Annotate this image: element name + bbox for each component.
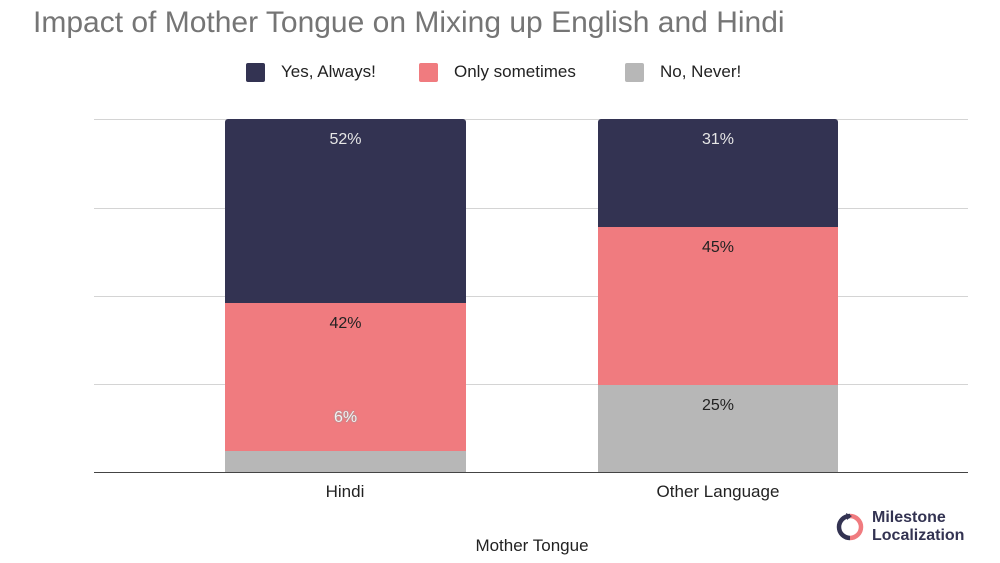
- legend-swatch-only-sometimes: [419, 62, 438, 82]
- gridline: [94, 119, 968, 120]
- legend: Yes, Always! Only sometimes No, Never!: [0, 62, 1000, 88]
- plot-area: 52% 42% 6% 31% 45% 25%: [94, 119, 968, 473]
- segment-only-sometimes: 42%: [225, 302, 466, 451]
- logo-line1: Milestone: [872, 509, 946, 526]
- logo-line2: Localization: [872, 527, 965, 544]
- legend-label: Yes, Always!: [281, 62, 376, 81]
- segment-no-never: 6%: [225, 409, 466, 472]
- gridline: [94, 208, 968, 209]
- legend-item-no-never: No, Never!: [625, 62, 741, 82]
- x-axis-line: [94, 472, 968, 473]
- milestone-logo-icon: [836, 513, 864, 541]
- legend-label: Only sometimes: [454, 62, 576, 81]
- legend-label: No, Never!: [660, 62, 742, 81]
- data-label: 52%: [329, 131, 362, 148]
- data-label: 42%: [329, 314, 362, 332]
- segment-no-never: 25%: [598, 384, 838, 472]
- chart-title: Impact of Mother Tongue on Mixing up Eng…: [33, 6, 785, 39]
- data-label: 25%: [701, 396, 735, 414]
- legend-swatch-yes-always: [246, 62, 265, 82]
- data-label: 31%: [701, 131, 735, 148]
- segment-yes-always: 31%: [598, 119, 838, 228]
- data-label: 6%: [333, 408, 358, 426]
- data-label: 45%: [701, 239, 735, 257]
- gridline: [94, 296, 968, 297]
- legend-item-only-sometimes: Only sometimes: [419, 62, 576, 82]
- bar-hindi: 52% 42% 6%: [225, 119, 466, 472]
- x-axis-label: Mother Tongue: [475, 536, 589, 555]
- segment-yes-always: 52%: [225, 119, 466, 303]
- legend-swatch-no-never: [625, 62, 644, 82]
- bar-other-language: 31% 45% 25%: [598, 119, 838, 472]
- legend-item-yes-always: Yes, Always!: [246, 62, 376, 82]
- segment-only-sometimes: 45%: [598, 227, 838, 385]
- milestone-logo: Milestone Localization: [836, 509, 964, 545]
- gridline: [94, 384, 968, 385]
- x-tick-other-language: Other Language: [656, 482, 780, 501]
- logo-text: Milestone Localization: [872, 509, 964, 545]
- x-tick-hindi: Hindi: [325, 482, 365, 501]
